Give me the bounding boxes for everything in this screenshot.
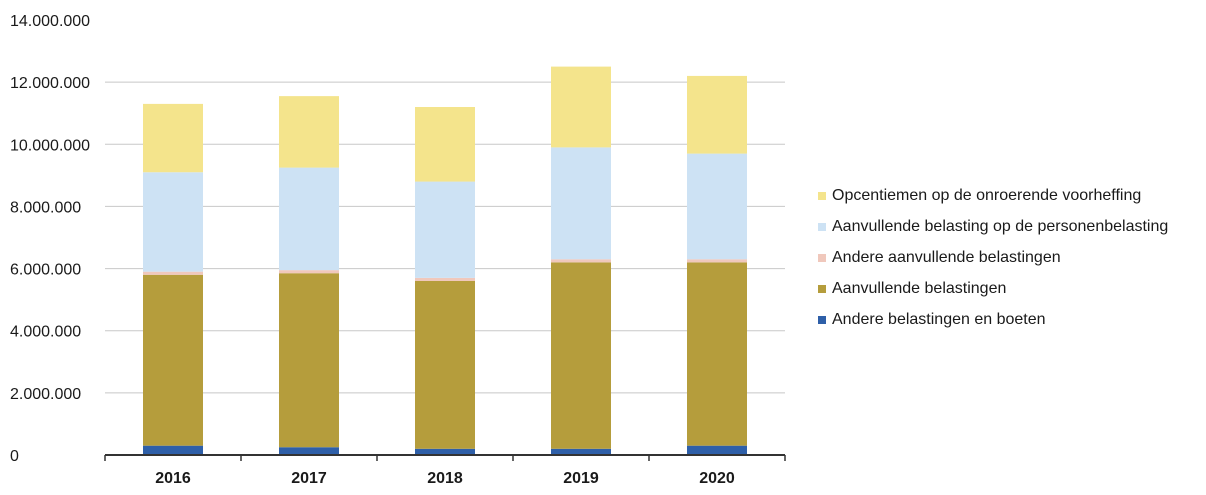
bar-segment [415,281,475,449]
legend-swatch [818,222,826,231]
x-tick-label: 2018 [427,470,463,487]
x-tick-label: 2019 [563,470,599,487]
y-tick-label: 6.000.000 [10,262,81,279]
bar-segment [143,274,203,446]
legend-item: Aanvullende belastingen [818,273,1168,304]
bar-segment [143,103,203,173]
legend-swatch [818,284,826,293]
bar-segment [415,181,475,278]
y-tick-label: 2.000.000 [10,386,81,403]
y-axis-tick-labels: 0 2.000.000 4.000.000 6.000.000 8.000.000 10.… [10,13,90,465]
x-tick-label: 2020 [699,470,735,487]
legend-swatch [818,315,826,324]
legend-label: Andere aanvullende belastingen [832,248,1061,266]
legend-swatch [818,253,826,262]
bar-segment [551,147,611,260]
y-tick-label: 12.000.000 [10,75,90,92]
y-tick-label: 4.000.000 [10,324,81,341]
bar-segment [415,277,475,281]
y-tick-label: 14.000.000 [10,13,90,30]
y-tick-label: 0 [10,448,19,465]
legend-item: Opcentiemen op de onroerende voorheffing [818,180,1168,211]
legend-swatch [818,191,826,200]
bar-segment [415,107,475,182]
x-tick-label: 2017 [291,470,327,487]
bar-segment [551,448,611,455]
bar-segment [551,66,611,148]
y-tick-label: 10.000.000 [10,137,90,154]
bar-segment [415,448,475,455]
bar-segment [687,445,747,455]
bar-segment [551,262,611,449]
y-tick-label: 8.000.000 [10,199,81,216]
bar-segment [279,96,339,168]
legend-label: Andere belastingen en boeten [832,310,1046,328]
legend-item: Andere aanvullende belastingen [818,242,1168,273]
bar-segment [687,262,747,446]
bar-segment [143,172,203,272]
bar-segment [687,75,747,154]
legend-label: Aanvullende belastingen [832,279,1007,297]
bar-segment [687,259,747,263]
bar-segment [279,167,339,271]
bar-segment [279,273,339,448]
bar-segment [143,445,203,455]
bars [143,66,747,455]
legend-label: Opcentiemen op de onroerende voorheffing [832,186,1142,204]
legend-label: Aanvullende belasting op de personenbela… [832,217,1169,235]
bar-segment [551,259,611,263]
x-axis-tick-labels: 2016 2017 2018 2019 2020 [104,455,786,487]
bar-segment [279,270,339,274]
bar-segment [143,271,203,275]
legend-item: Andere belastingen en boeten [818,304,1168,335]
legend-item: Aanvullende belasting op de personenbela… [818,211,1168,242]
bar-segment [687,153,747,260]
x-tick-label: 2016 [155,470,191,487]
bar-segment [279,447,339,455]
legend: Opcentiemen op de onroerende voorheffing… [818,180,1168,335]
